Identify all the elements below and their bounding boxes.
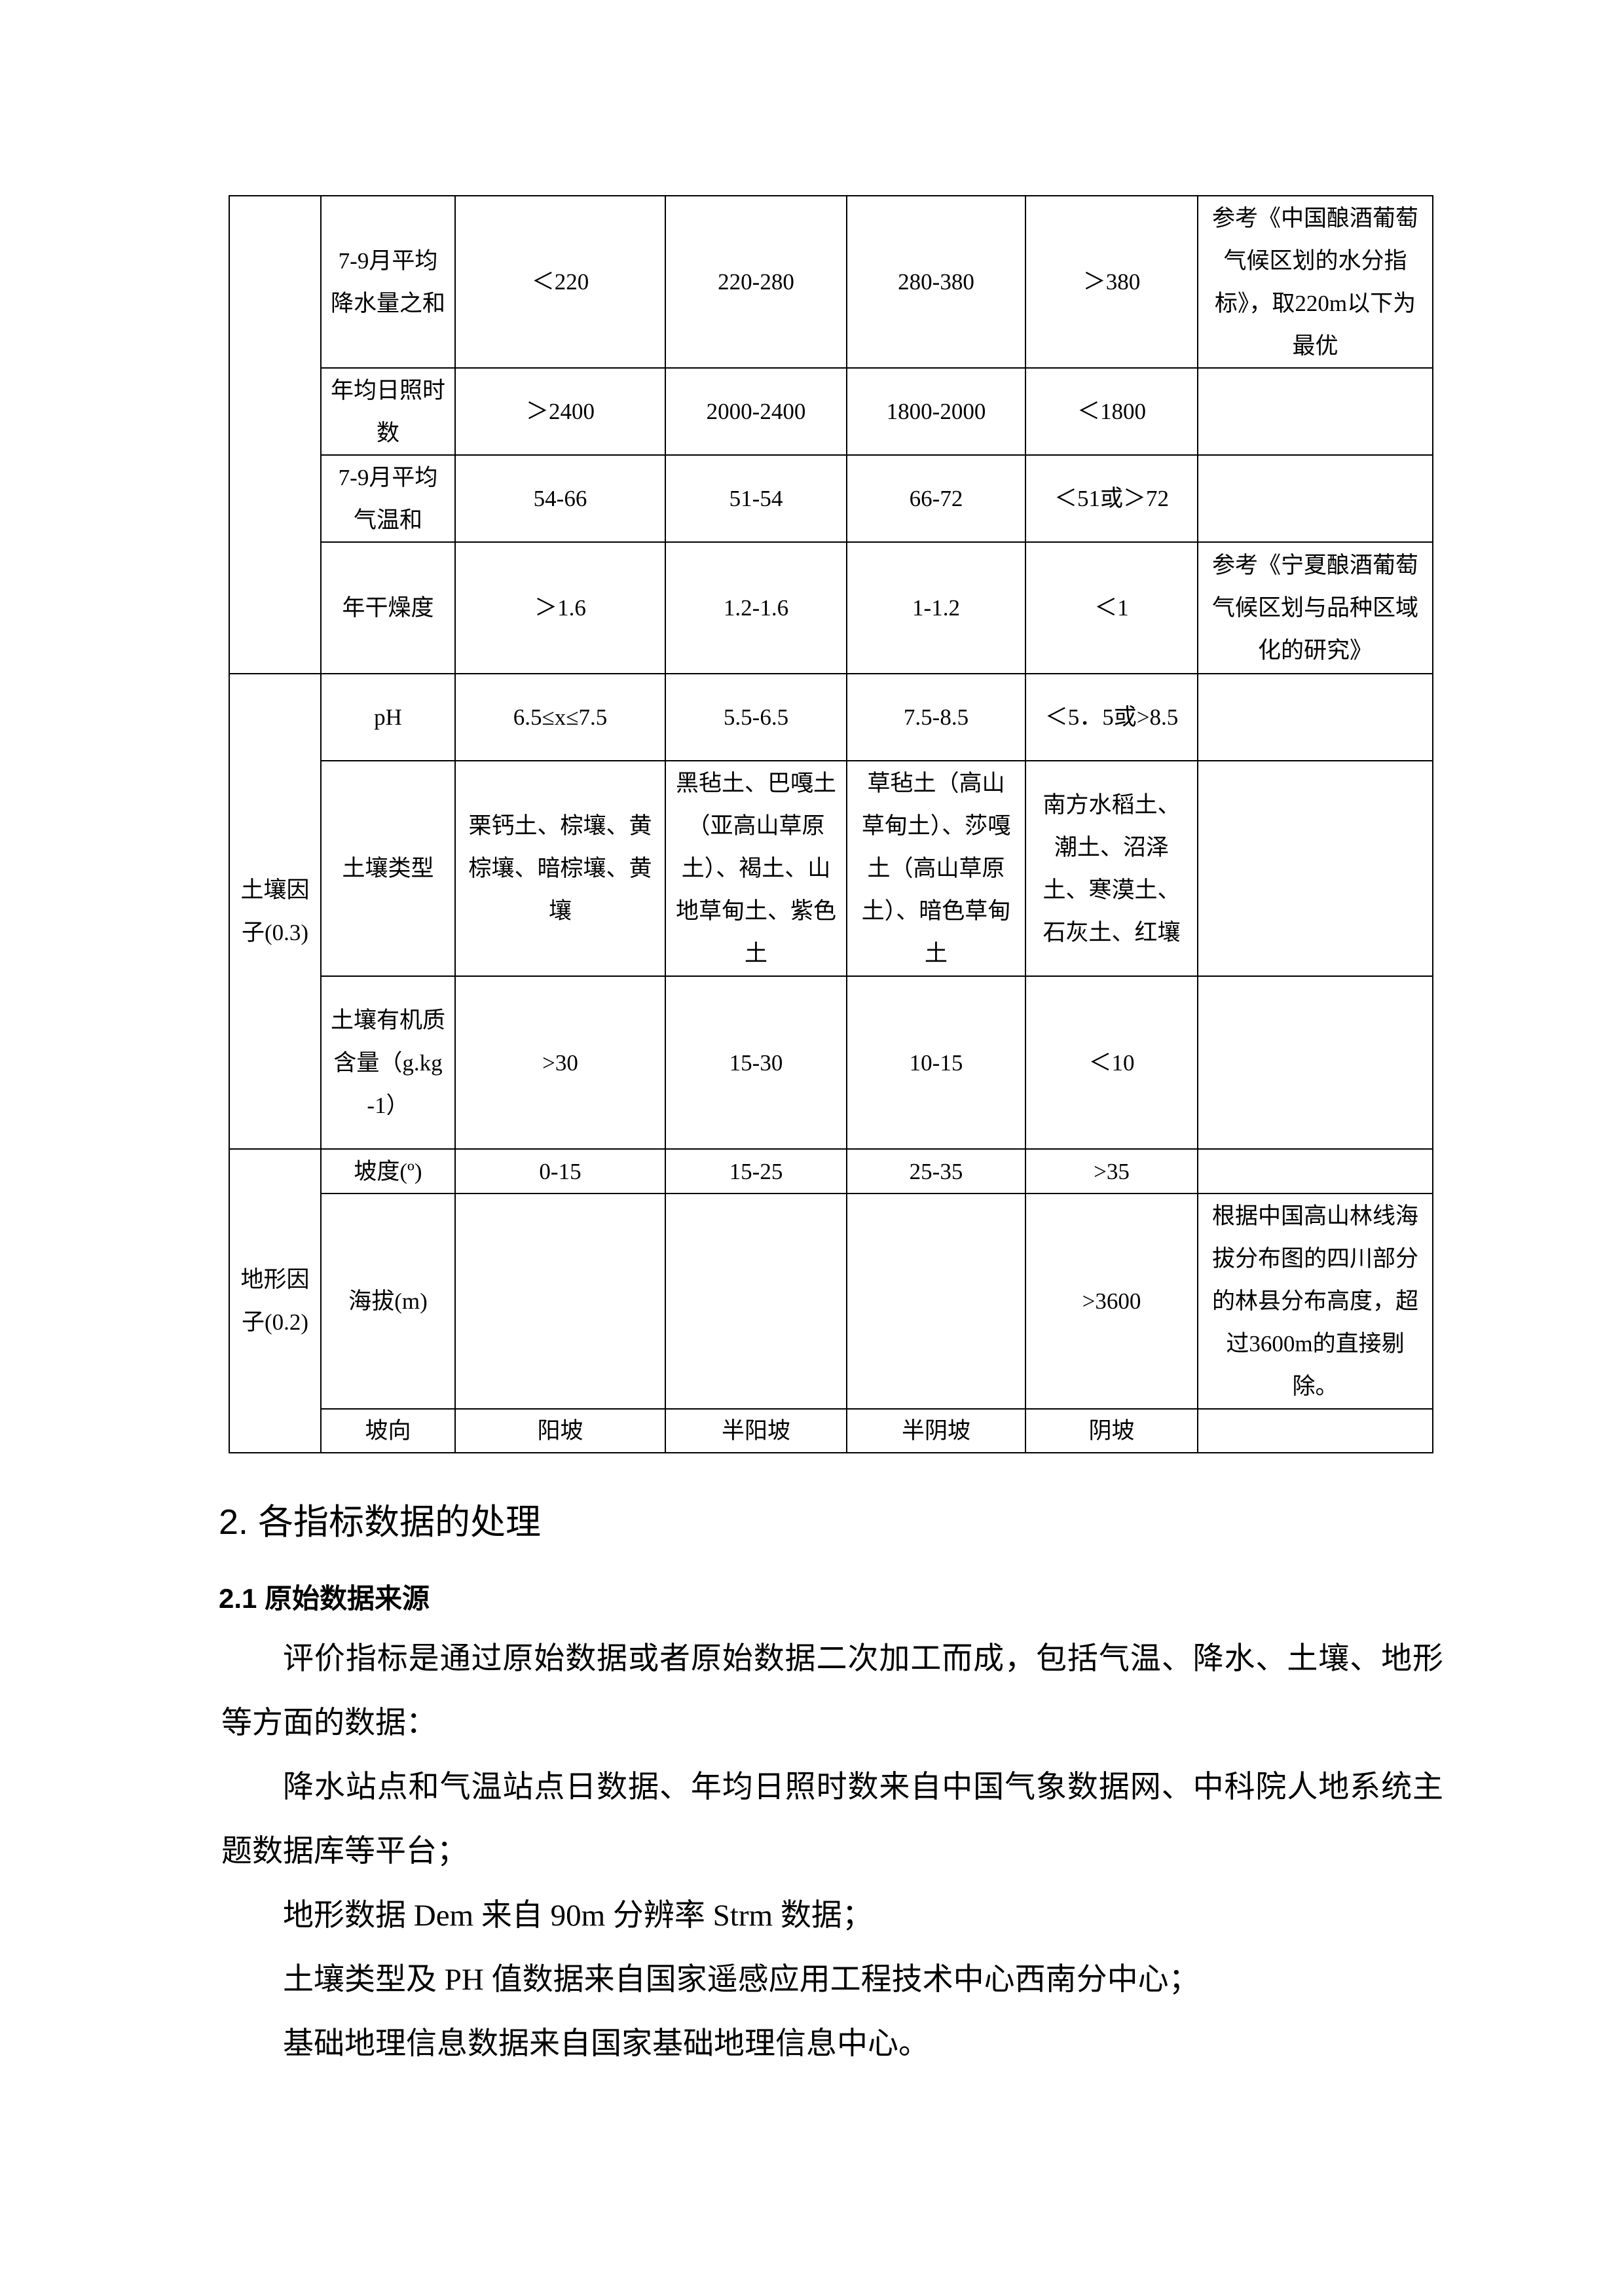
grade-cell: 1800-2000 [846,367,1026,456]
grade-cell: 黑毡土、巴嘎土（亚高山草原土）、褐土、山地草甸土、紫色土 [665,760,847,977]
note-cell [1197,1408,1433,1453]
grade-cell: ＜5．5或>8.5 [1025,673,1198,761]
table-row: 年均日照时数 ＞2400 2000-2400 1800-2000 ＜1800 [229,367,1433,456]
grade-cell: 10-15 [846,975,1026,1150]
grade-cell: 280-380 [846,195,1026,369]
grade-cell: 5.5-6.5 [665,673,847,761]
grade-cell: 6.5≤x≤7.5 [454,673,666,761]
table-row: 海拔(m) >3600 根据中国高山林线海拔分布图的四川部分的林县分布高度，超过36… [229,1193,1433,1410]
paragraph: 地形数据 Dem 来自 90m 分辨率 Strm 数据； [283,1899,873,1933]
grade-cell: 15-30 [665,975,847,1150]
indicator-cell: 海拔(m) [320,1193,456,1410]
indicator-cell: 7-9月平均降水量之和 [320,195,456,369]
grade-cell: 1-1.2 [846,541,1026,674]
table-row: 7-9月平均气温和 54-66 51-54 66-72 ＜51或＞72 [229,454,1433,543]
note-cell: 参考《中国酿酒葡萄气候区划的水分指标》，取220m以下为最优 [1197,195,1433,369]
grade-cell: ＜1 [1025,541,1198,674]
indicator-cell: 年均日照时数 [320,367,456,456]
grade-cell: ＞2400 [454,367,666,456]
grade-cell: 0-15 [454,1148,666,1194]
grade-cell: >35 [1025,1148,1198,1194]
grade-cell: ＞1.6 [454,541,666,674]
grade-cell: 南方水稻土、潮土、沼泽土、寒漠土、石灰土、红壤 [1025,760,1198,977]
grade-cell: ＜1800 [1025,367,1198,456]
subsection-heading: 2.1 原始数据来源 [219,1583,430,1614]
grade-cell [665,1193,847,1410]
factor-group-cell: 土壤因子(0.3) [229,673,322,1150]
grade-cell: 7.5-8.5 [846,673,1026,761]
body-text: 评价指标是通过原始数据或者原始数据二次加工而成，包括气温、降水、土壤、地形等方面… [221,1627,1443,2076]
note-cell [1197,760,1433,977]
grade-cell: 15-25 [665,1148,847,1194]
grade-cell: 阳坡 [454,1408,666,1453]
paragraph: 基础地理信息数据来自国家基础地理信息中心。 [283,2027,929,2061]
note-cell [1197,454,1433,543]
grade-cell: 栗钙土、棕壤、黄棕壤、暗棕壤、黄壤 [454,760,666,977]
indicator-cell: 土壤有机质含量（g.kg-1） [320,975,456,1150]
grade-cell: ＞380 [1025,195,1198,369]
table-row: 地形因子(0.2) 坡度(º) 0-15 15-25 25-35 >35 [229,1148,1433,1453]
table-row: 土壤因子(0.3) pH 6.5≤x≤7.5 5.5-6.5 7.5-8.5 ＜5．5或>… [229,673,1433,1150]
factor-group-cell: 地形因子(0.2) [229,1148,322,1453]
note-cell [1197,367,1433,456]
factor-group-cell [229,195,322,674]
grade-cell: >3600 [1025,1193,1198,1410]
note-cell: 参考《宁夏酿酒葡萄气候区划与品种区域化的研究》 [1197,541,1433,674]
grade-cell: 54-66 [454,454,666,543]
note-cell: 根据中国高山林线海拔分布图的四川部分的林县分布高度，超过3600m的直接剔除。 [1197,1193,1433,1410]
grade-cell: 1.2-1.6 [665,541,847,674]
grade-cell: ＜51或＞72 [1025,454,1198,543]
table-row: 坡向 阳坡 半阳坡 半阴坡 阴坡 [229,1408,1433,1453]
grade-cell: ＜220 [454,195,666,369]
grade-cell: 51-54 [665,454,847,543]
indicator-cell: pH [320,673,456,761]
grade-cell: 220-280 [665,195,847,369]
indicator-cell: 坡向 [320,1408,456,1453]
grade-cell: 草毡土（高山草甸土）、莎嘎土（高山草原土）、暗色草甸土 [846,760,1026,977]
note-cell [1197,975,1433,1150]
section-heading: 2. 各指标数据的处理 [219,1503,542,1542]
grade-cell: 半阳坡 [665,1408,847,1453]
grade-cell: ＜10 [1025,975,1198,1150]
grade-cell [454,1193,666,1410]
table-row: 土壤有机质含量（g.kg-1） >30 15-30 10-15 ＜10 [229,975,1433,1150]
table-row: 土壤类型 栗钙土、棕壤、黄棕壤、暗棕壤、黄壤 黑毡土、巴嘎土（亚高山草原土）、褐土、… [229,760,1433,977]
table-row: 7-9月平均降水量之和 ＜220 220-280 280-380 ＞380 参考《中国酿酒… [229,195,1433,674]
paragraph: 降水站点和气温站点日数据、年均日照时数来自中国气象数据网、中科院人地系统主题数据… [221,1770,1443,1868]
grade-cell: 阴坡 [1025,1408,1198,1453]
paragraph: 评价指标是通过原始数据或者原始数据二次加工而成，包括气温、降水、土壤、地形等方面… [221,1642,1443,1740]
note-cell [1197,1148,1433,1194]
indicator-cell: 7-9月平均气温和 [320,454,456,543]
grade-cell: 66-72 [846,454,1026,543]
grade-cell: 2000-2400 [665,367,847,456]
evaluation-criteria-table: 7-9月平均降水量之和 ＜220 220-280 280-380 ＞380 参考《中国酿酒… [229,195,1433,1453]
grade-cell: 半阴坡 [846,1408,1026,1453]
note-cell [1197,673,1433,761]
indicator-cell: 土壤类型 [320,760,456,977]
table-row: 年干燥度 ＞1.6 1.2-1.6 1-1.2 ＜1 参考《宁夏酿酒葡萄气候区划与品种区域… [229,541,1433,674]
grade-cell [846,1193,1026,1410]
indicator-cell: 年干燥度 [320,541,456,674]
grade-cell: 25-35 [846,1148,1026,1194]
grade-cell: >30 [454,975,666,1150]
paragraph: 土壤类型及 PH 值数据来自国家遥感应用工程技术中心西南分中心； [283,1963,1200,1997]
indicator-cell: 坡度(º) [320,1148,456,1194]
